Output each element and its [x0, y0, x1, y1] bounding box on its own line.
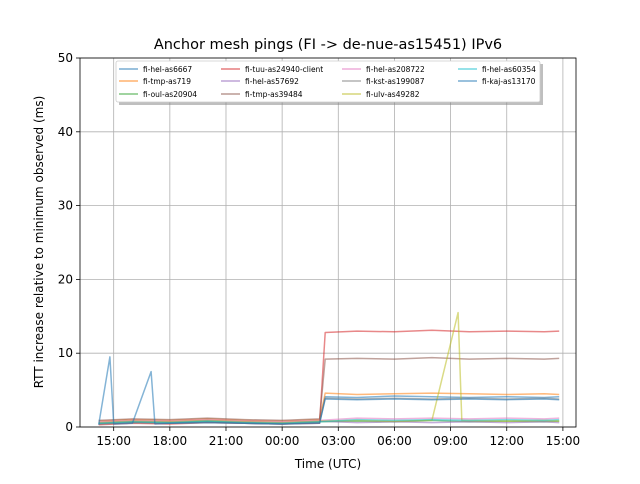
x-tick-label: 12:00 [489, 434, 524, 448]
legend-label: fi-ulv-as49282 [366, 90, 420, 99]
x-tick-label: 06:00 [377, 434, 412, 448]
series-line-fi-tmp-as39484 [98, 356, 560, 422]
legend: fi-hel-as6667 fi-tmp-as719 fi-oul-as20904 f… [115, 60, 543, 105]
legend-label: fi-tmp-as39484 [245, 90, 303, 99]
y-tick-label: 0 [65, 420, 73, 434]
series-line-fi-kaj-as13170 [97, 356, 560, 425]
x-tick-label: 00:00 [265, 434, 300, 448]
legend-label: fi-hel-as6667 [143, 65, 192, 74]
y-axis-label: RTT increase relative to minimum observe… [32, 96, 46, 389]
legend-label: fi-hel-as208722 [366, 65, 425, 74]
chart-title: Anchor mesh pings (FI -> de-nue-as15451)… [154, 37, 502, 53]
series-line-fi-ulv-as49282 [98, 311, 560, 424]
legend-label: fi-tmp-as719 [143, 77, 191, 86]
legend-label: fi-kaj-as13170 [482, 77, 536, 86]
x-tick-label: 15:00 [546, 434, 581, 448]
legend-label: fi-hel-as57692 [245, 77, 299, 86]
y-tick-label: 20 [58, 272, 73, 286]
x-tick-label: 18:00 [153, 434, 188, 448]
legend-box [115, 60, 541, 103]
x-tick-label: 03:00 [321, 434, 356, 448]
x-tick-label: 15:00 [96, 434, 131, 448]
legend-label: fi-tuu-as24940-client [245, 65, 323, 74]
legend-label: fi-oul-as20904 [143, 90, 197, 99]
y-tick-label: 40 [58, 125, 73, 139]
plot-area-frame [79, 57, 577, 428]
y-tick-label: 50 [58, 51, 73, 65]
x-axis-ticks: 15:00 18:00 21:00 00:00 03:00 06:00 09:00 12:00… [96, 427, 580, 448]
legend-label: fi-kst-as199087 [366, 77, 425, 86]
series-line-fi-hel-as60354 [98, 418, 560, 425]
legend-label: fi-hel-as60354 [482, 65, 536, 74]
y-tick-label: 30 [58, 199, 73, 213]
y-axis-ticks: 0 10 20 30 40 50 [58, 51, 80, 434]
x-tick-label: 09:00 [433, 434, 468, 448]
x-axis-label: Time (UTC) [294, 457, 361, 471]
x-tick-label: 21:00 [209, 434, 244, 448]
y-tick-label: 10 [58, 346, 73, 360]
series-lines [97, 311, 560, 426]
